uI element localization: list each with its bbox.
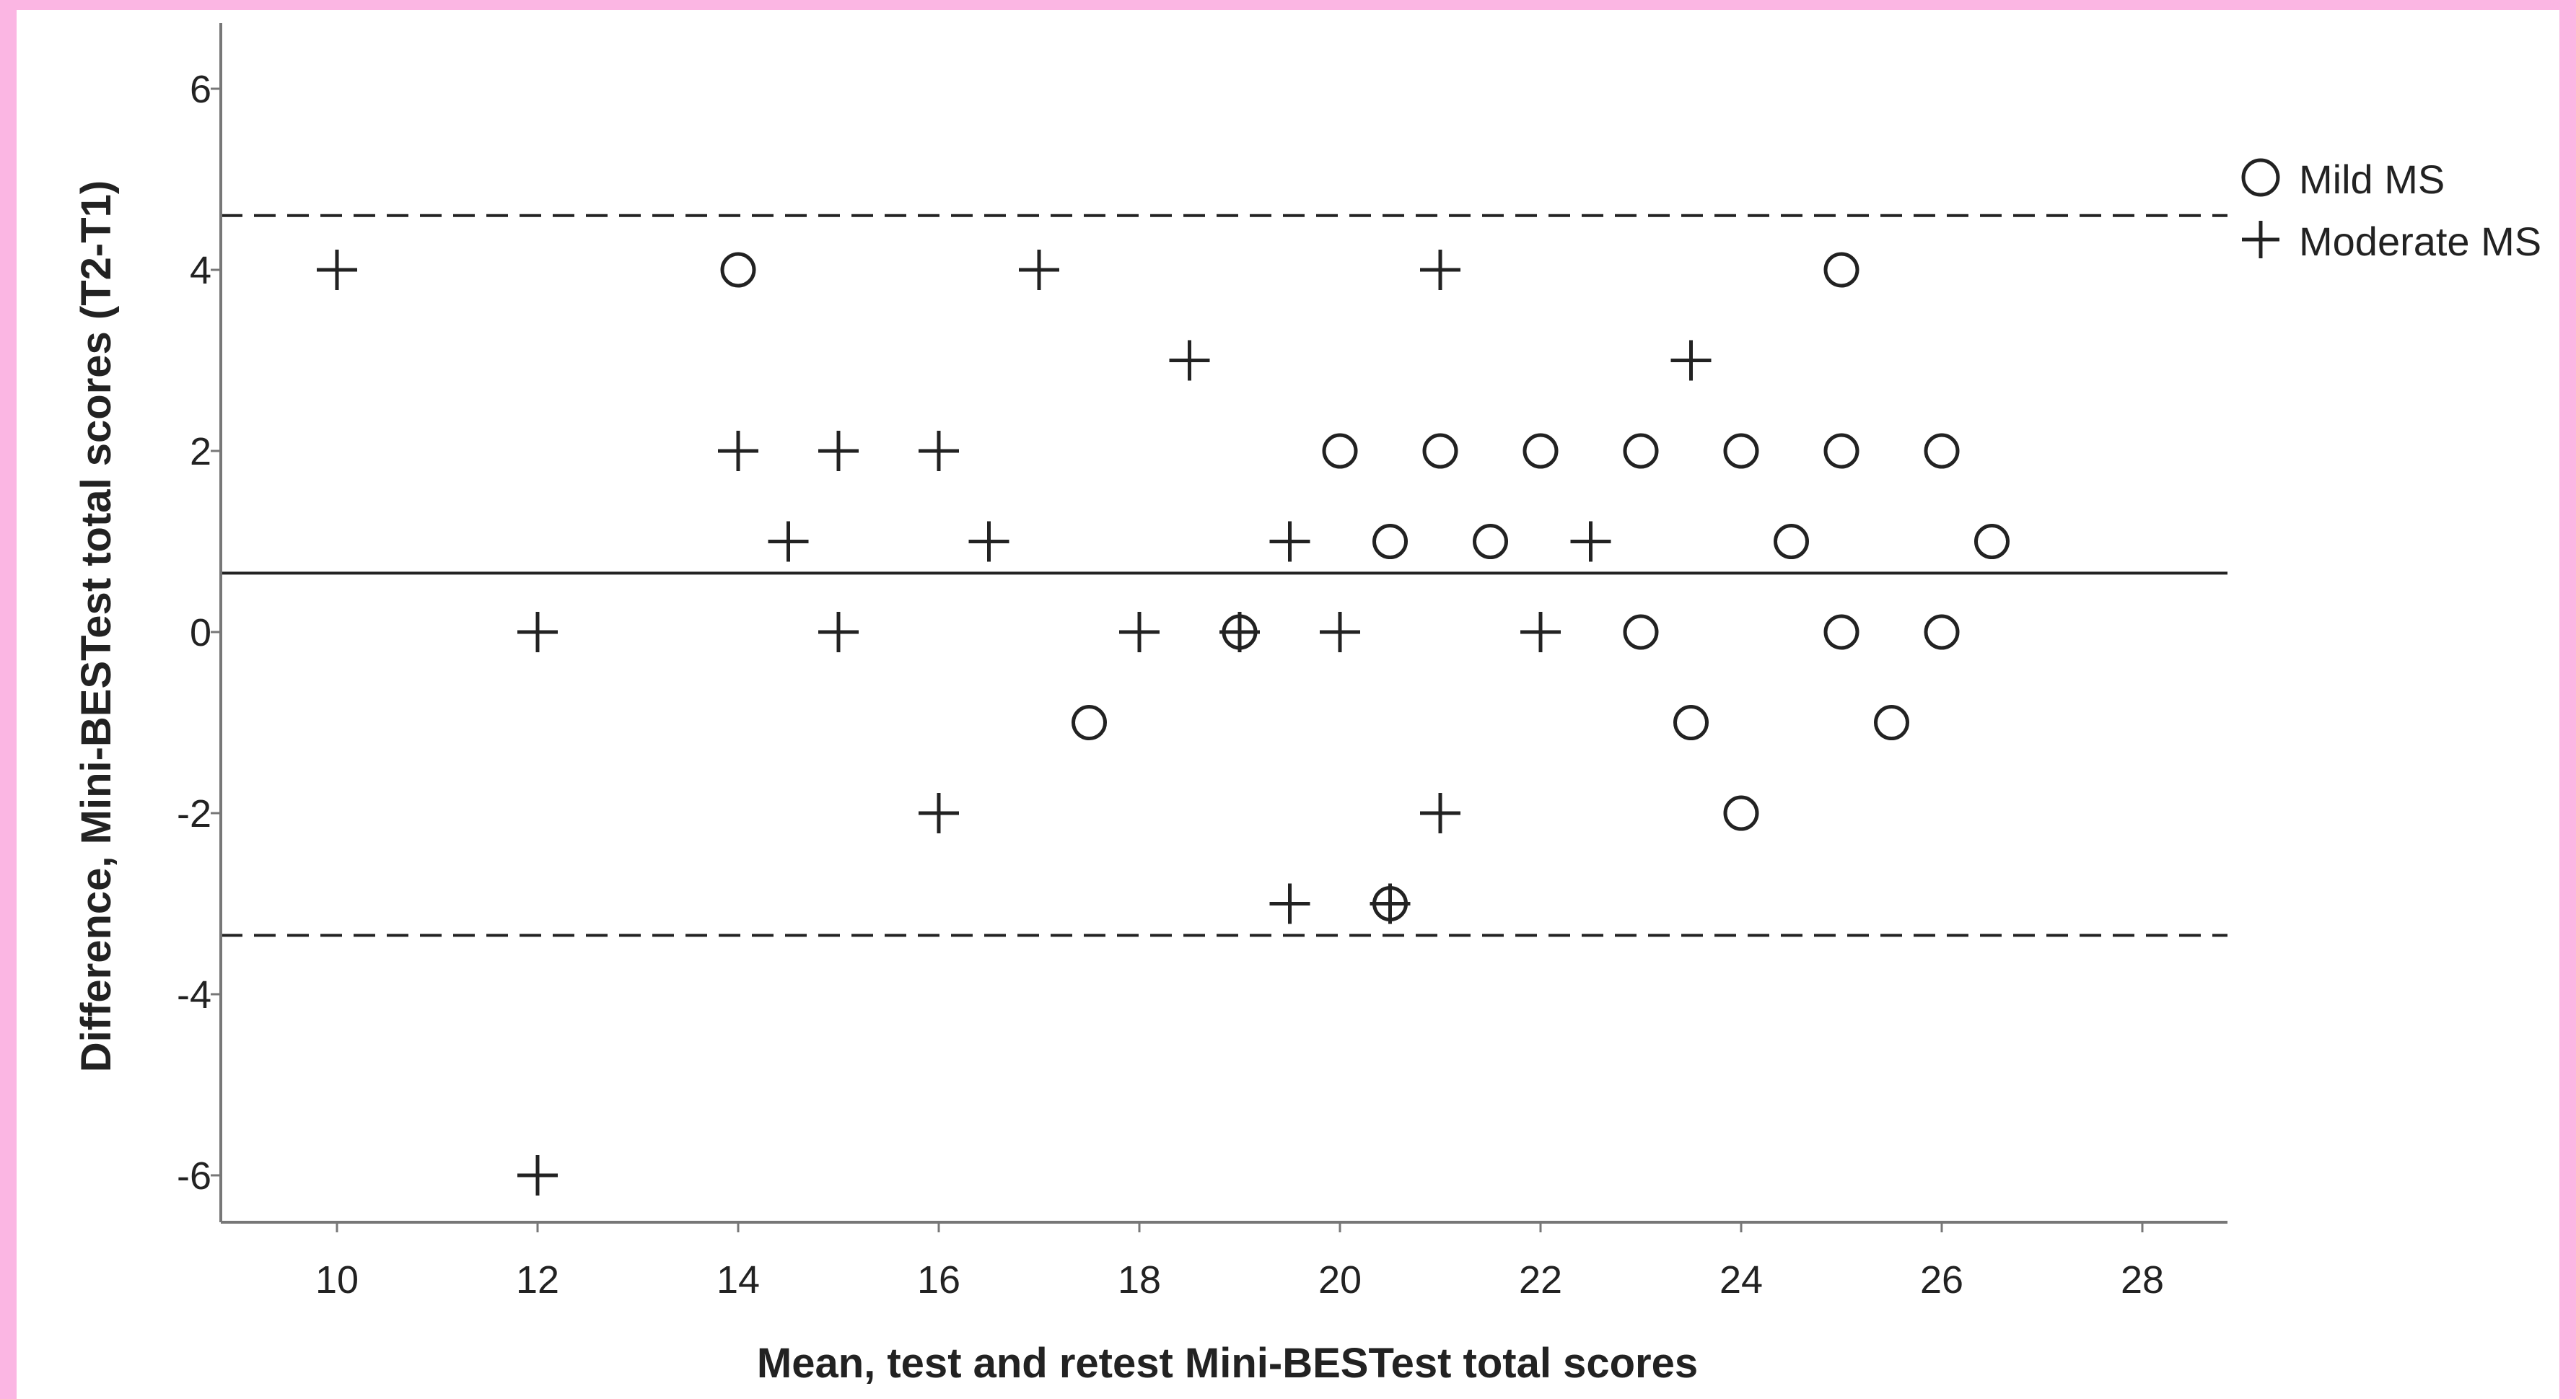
data-point-mild-ms <box>1924 614 1960 650</box>
data-point-mild-ms <box>1723 433 1759 469</box>
y-tick-label: 0 <box>190 611 211 654</box>
y-ticks: 6 4 2 0 -2 -4 -6 <box>177 68 221 1198</box>
data-points <box>317 250 2010 1196</box>
data-point-mild-ms <box>1823 433 1859 469</box>
data-point-moderate-ms <box>818 612 859 652</box>
chart-frame: 10 12 14 16 18 20 22 24 26 28 6 4 2 0 -2 -4 -6 Mean, te… <box>17 10 2559 1399</box>
data-point-moderate-ms <box>919 793 959 833</box>
data-point-mild-ms <box>1673 705 1709 740</box>
data-point-mild-ms <box>1422 433 1458 469</box>
data-point-moderate-ms <box>1019 250 1059 290</box>
data-point-moderate-ms <box>1670 340 1712 381</box>
legend-plus-marker <box>2242 221 2279 258</box>
x-axis-title: Mean, test and retest Mini-BESTest total… <box>757 1340 1698 1387</box>
x-tick-label: 14 <box>717 1258 760 1302</box>
legend-label-moderate-ms: Moderate MS <box>2299 219 2541 264</box>
data-point-mild-ms <box>1974 524 2010 559</box>
y-tick-label: -2 <box>177 792 211 836</box>
data-point-mild-ms <box>1623 433 1659 469</box>
data-point-mild-ms <box>1874 705 1909 740</box>
x-tick-label: 12 <box>516 1258 559 1302</box>
data-point-mild-ms <box>1473 524 1508 559</box>
data-point-moderate-ms <box>317 250 357 290</box>
x-tick-label: 16 <box>917 1258 960 1302</box>
data-point-moderate-ms <box>1520 612 1561 652</box>
data-point-mild-ms <box>1322 433 1358 469</box>
data-point-moderate-ms <box>1420 793 1460 833</box>
y-axis-title: Difference, Mini-BESTest total scores (T… <box>73 180 120 1073</box>
data-point-mild-ms <box>1924 433 1960 469</box>
x-tick-label: 26 <box>1920 1258 1963 1302</box>
data-point-moderate-ms <box>1320 612 1360 652</box>
data-point-moderate-ms <box>718 431 758 471</box>
y-tick-label: -6 <box>177 1154 211 1198</box>
data-point-mild-ms <box>1372 524 1408 559</box>
data-point-moderate-ms <box>768 521 809 562</box>
data-point-mild-ms <box>1623 614 1659 650</box>
legend: Mild MS Moderate MS <box>2241 157 2541 264</box>
x-tick-label: 24 <box>1719 1258 1763 1302</box>
x-tick-label: 28 <box>2121 1258 2164 1302</box>
data-point-mild-ms <box>720 252 756 288</box>
data-point-moderate-ms <box>1269 521 1310 562</box>
y-tick-label: -4 <box>177 973 211 1017</box>
data-point-moderate-ms <box>517 1155 558 1196</box>
data-point-mild-ms <box>1723 795 1759 831</box>
legend-circle-marker <box>2241 158 2280 197</box>
data-point-mild-ms <box>1774 524 1809 559</box>
x-tick-label: 10 <box>315 1258 359 1302</box>
x-tick-label: 18 <box>1118 1258 1161 1302</box>
data-point-moderate-ms <box>1119 612 1160 652</box>
data-point-moderate-ms <box>517 612 558 652</box>
data-point-mild-ms <box>1823 252 1859 288</box>
data-point-moderate-ms <box>968 521 1009 562</box>
data-point-mild-ms <box>1072 705 1107 740</box>
data-point-mild-ms <box>1823 614 1859 650</box>
data-point-moderate-ms <box>818 431 859 471</box>
data-point-mild-ms <box>1523 433 1559 469</box>
data-point-moderate-ms <box>1370 883 1411 924</box>
x-tick-label: 20 <box>1318 1258 1362 1302</box>
legend-label-mild-ms: Mild MS <box>2299 157 2445 202</box>
x-tick-label: 22 <box>1519 1258 1562 1302</box>
data-point-moderate-ms <box>1570 521 1611 562</box>
y-tick-label: 2 <box>190 430 211 473</box>
data-point-moderate-ms <box>1219 612 1260 652</box>
legend-item-moderate-ms: Moderate MS <box>2242 219 2541 264</box>
x-ticks: 10 12 14 16 18 20 22 24 26 28 <box>315 1222 2164 1302</box>
data-point-moderate-ms <box>919 431 959 471</box>
data-point-moderate-ms <box>1169 340 1210 381</box>
y-tick-label: 6 <box>190 68 211 111</box>
data-point-moderate-ms <box>1269 883 1310 924</box>
reference-lines <box>221 214 2227 937</box>
data-point-moderate-ms <box>1420 250 1460 290</box>
axes <box>219 23 2227 1224</box>
y-tick-label: 4 <box>190 249 211 292</box>
legend-item-mild-ms: Mild MS <box>2241 157 2445 202</box>
